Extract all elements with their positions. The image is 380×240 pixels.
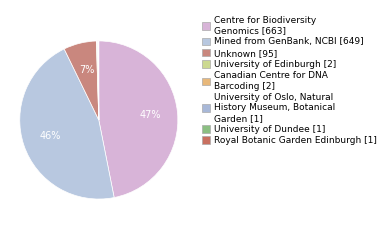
Wedge shape <box>97 41 99 120</box>
Text: 47%: 47% <box>139 110 161 120</box>
Wedge shape <box>64 41 99 120</box>
Wedge shape <box>98 41 99 120</box>
Wedge shape <box>20 49 114 199</box>
Legend: Centre for Biodiversity
Genomics [663], Mined from GenBank, NCBI [649], Unknown : Centre for Biodiversity Genomics [663], … <box>202 16 377 145</box>
Wedge shape <box>97 41 99 120</box>
Text: 7%: 7% <box>79 65 94 75</box>
Wedge shape <box>99 41 178 198</box>
Text: 46%: 46% <box>40 131 61 141</box>
Wedge shape <box>98 41 99 120</box>
